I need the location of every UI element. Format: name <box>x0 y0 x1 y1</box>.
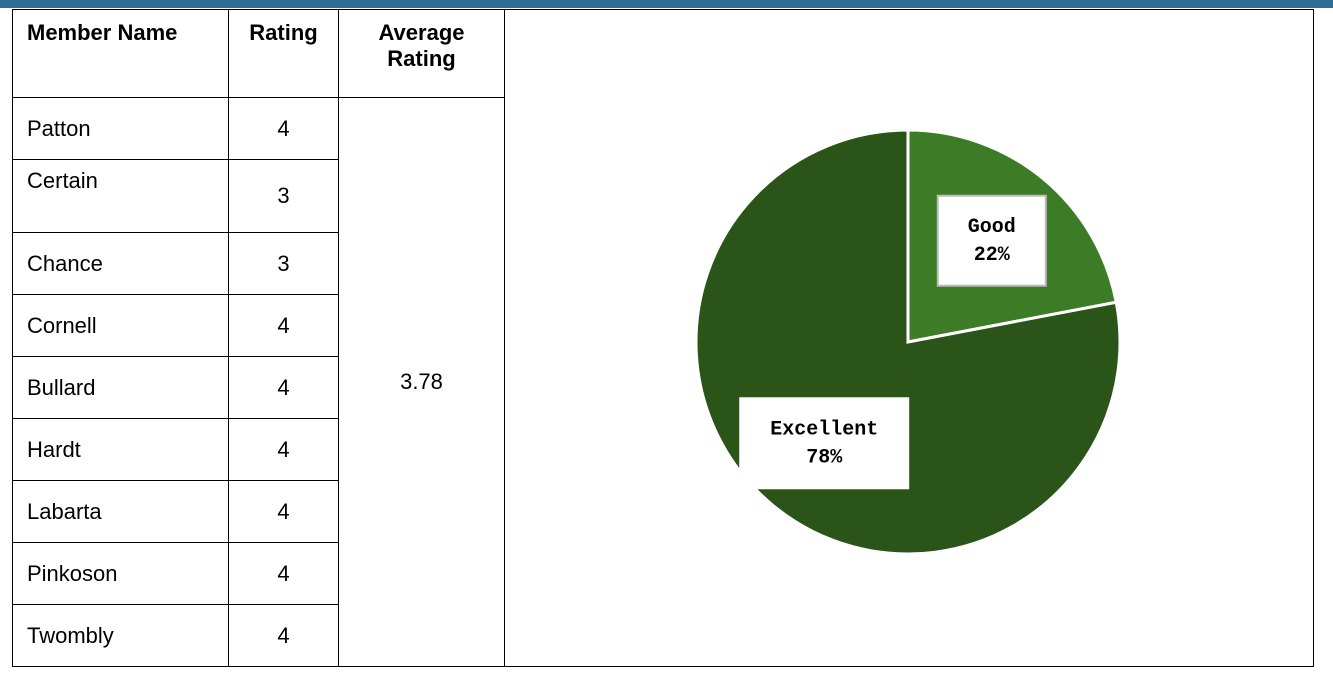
slice-value-label: 78% <box>806 447 843 470</box>
member-name: Bullard <box>12 356 229 419</box>
member-name: Certain <box>12 159 229 233</box>
member-name: Labarta <box>12 480 229 543</box>
slice-value-label: 22% <box>974 244 1011 267</box>
header-cell: Average Rating <box>338 9 505 98</box>
rating-table: Member Name Rating Average Rating Good 22… <box>12 9 1314 667</box>
rating: 3 <box>228 159 339 233</box>
label-box <box>936 194 1047 287</box>
member-name: Chance <box>12 232 229 295</box>
table-row: Twombly 4 <box>12 604 1314 667</box>
rating: 4 <box>228 356 339 419</box>
rating: 4 <box>228 480 339 543</box>
table-row: Hardt 4 <box>12 418 1314 481</box>
rating: 4 <box>228 542 339 605</box>
member-name: Patton <box>12 97 229 160</box>
slice-label: Excellent <box>770 419 878 442</box>
header-cell: Member Name <box>12 9 229 98</box>
member-name: Hardt <box>12 418 229 481</box>
rating: 3 <box>228 232 339 295</box>
header-row: Member Name Rating Average Rating Good 22… <box>12 9 1314 667</box>
table-row: Certain 3 <box>12 159 1314 233</box>
pie-chart: Good 22% Excellent 78% <box>694 128 1122 556</box>
rating: 4 <box>228 604 339 667</box>
table-row: Labarta 4 <box>12 480 1314 543</box>
slice-label: Good <box>968 216 1016 239</box>
label-box <box>739 397 910 490</box>
chart-cell: Good 22% Excellent 78% <box>504 9 1314 667</box>
rating: 4 <box>228 418 339 481</box>
table-row: Pinkoson 4 <box>12 542 1314 605</box>
member-name: Cornell <box>12 294 229 357</box>
table-row: Bullard 4 <box>12 356 1314 419</box>
header-cell: Rating <box>228 9 339 98</box>
top-bar <box>0 0 1333 8</box>
table-row: Patton 4 3.78 <box>12 97 1314 667</box>
rating: 4 <box>228 294 339 357</box>
rating: 4 <box>228 97 339 160</box>
average-rating: 3.78 <box>338 97 505 667</box>
member-name: Twombly <box>12 604 229 667</box>
member-name: Pinkoson <box>12 542 229 605</box>
